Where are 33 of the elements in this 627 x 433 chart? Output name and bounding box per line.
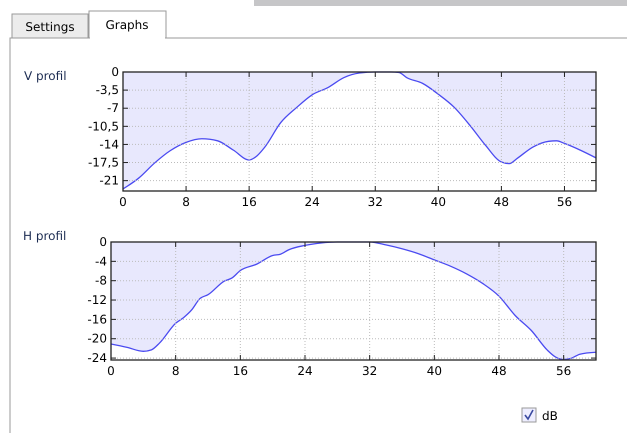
x-tick-label: 40 bbox=[426, 364, 442, 378]
y-tick-label: -24 bbox=[87, 351, 107, 366]
x-tick-label: 24 bbox=[297, 364, 313, 378]
y-tick-label: -8 bbox=[95, 274, 107, 288]
text: Graphs bbox=[105, 18, 149, 32]
x-tick-label: 16 bbox=[232, 364, 248, 378]
y-tick-label: -3,5 bbox=[96, 83, 119, 98]
y-tick-label: -4 bbox=[95, 254, 107, 268]
text: dB bbox=[542, 409, 558, 423]
chart-title: V profil bbox=[24, 69, 67, 83]
y-tick-label: -20 bbox=[87, 332, 107, 346]
x-tick-label: 40 bbox=[430, 195, 446, 209]
x-tick-label: 48 bbox=[494, 195, 510, 209]
x-tick-label: 24 bbox=[304, 195, 320, 209]
y-tick-label: 0 bbox=[99, 235, 107, 249]
x-tick-label: 16 bbox=[241, 195, 257, 209]
y-tick-label: -16 bbox=[87, 312, 107, 326]
x-tick-label: 32 bbox=[362, 364, 378, 378]
y-tick-label: -10,5 bbox=[88, 119, 119, 134]
x-tick-label: 48 bbox=[491, 364, 507, 378]
chart-title: H profil bbox=[23, 229, 66, 243]
x-tick-label: 8 bbox=[172, 364, 180, 378]
y-tick-label: -7 bbox=[107, 101, 119, 116]
x-tick-label: 8 bbox=[182, 195, 190, 209]
x-tick-label: 32 bbox=[368, 195, 383, 209]
y-tick-label: -14 bbox=[99, 137, 119, 152]
y-tick-label: -12 bbox=[87, 293, 107, 308]
y-tick-label: 0 bbox=[111, 65, 119, 79]
text: Settings bbox=[25, 20, 75, 34]
y-tick-label: -17,5 bbox=[88, 156, 119, 170]
y-tick-label: -21 bbox=[99, 174, 119, 188]
x-tick-label: 56 bbox=[556, 195, 572, 209]
x-tick-label: 56 bbox=[556, 364, 572, 378]
